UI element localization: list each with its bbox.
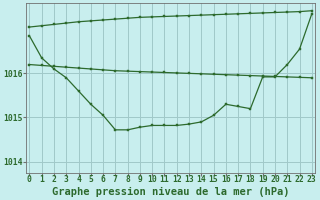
X-axis label: Graphe pression niveau de la mer (hPa): Graphe pression niveau de la mer (hPa) (52, 187, 289, 197)
